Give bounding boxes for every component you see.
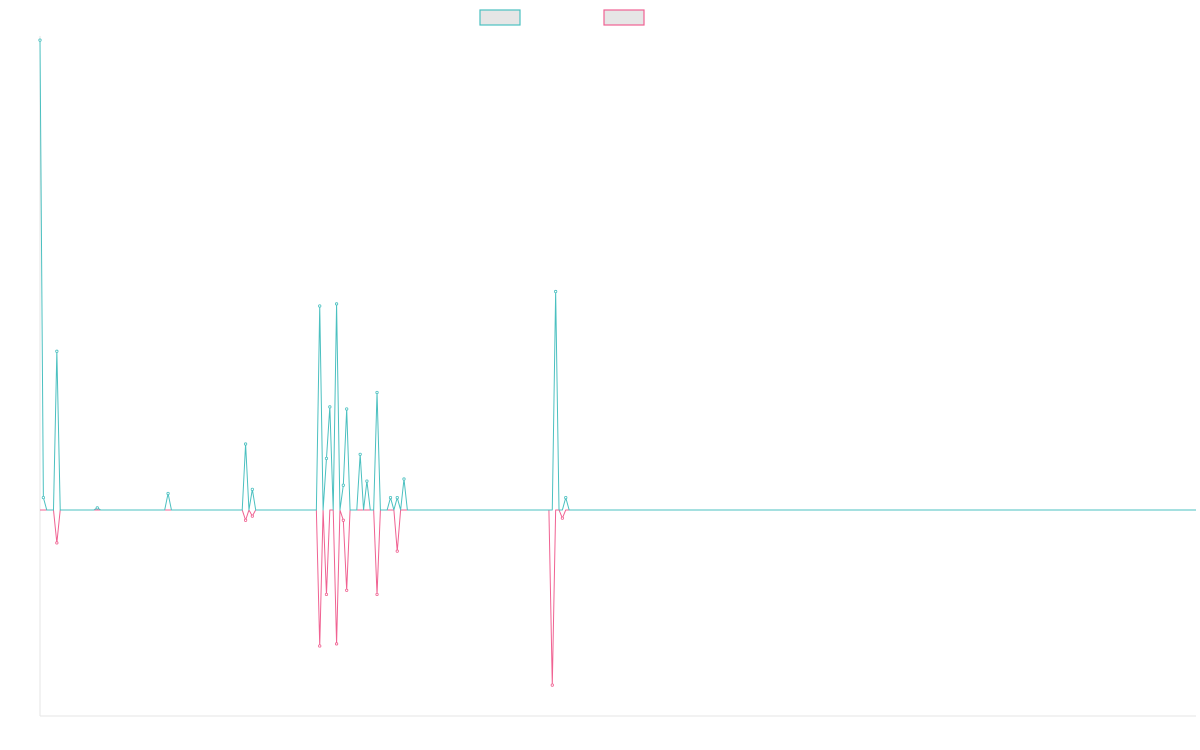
legend-swatch xyxy=(603,9,645,26)
series-1-point[interactable] xyxy=(554,289,558,294)
series-1-point[interactable] xyxy=(341,483,345,487)
legend[interactable] xyxy=(479,9,645,26)
series-1-point[interactable] xyxy=(38,38,42,42)
series-1-point[interactable] xyxy=(334,302,339,306)
series-1-point[interactable] xyxy=(375,390,379,395)
legend-item-2[interactable] xyxy=(603,9,645,26)
series-2-point[interactable] xyxy=(55,541,59,545)
series-2-point[interactable] xyxy=(375,592,379,597)
series-1-point[interactable] xyxy=(358,452,362,456)
series-2 xyxy=(40,509,1193,687)
series-1-point[interactable] xyxy=(328,405,332,409)
series-1-point[interactable] xyxy=(402,477,406,481)
series-1-point[interactable] xyxy=(243,442,248,446)
series-2-point[interactable] xyxy=(318,644,322,648)
series-2-point[interactable] xyxy=(550,683,554,687)
series-2-point[interactable] xyxy=(560,516,564,520)
series-2-point[interactable] xyxy=(395,549,399,553)
series-layer xyxy=(38,38,1196,687)
series-1-point[interactable] xyxy=(564,495,568,500)
series-2-point[interactable] xyxy=(250,514,254,518)
series-2-point[interactable] xyxy=(243,518,248,522)
legend-swatch xyxy=(479,9,521,26)
series-1-point[interactable] xyxy=(250,487,254,491)
series-1-point[interactable] xyxy=(324,456,329,461)
series-1-point[interactable] xyxy=(55,349,59,353)
series-1-point[interactable] xyxy=(95,506,99,510)
axes xyxy=(39,36,1196,717)
series-1-point[interactable] xyxy=(395,495,399,500)
series-1-point[interactable] xyxy=(388,495,393,500)
series-1-line xyxy=(39,40,1196,511)
series-2-point[interactable] xyxy=(345,588,349,592)
series-2-line xyxy=(40,509,1193,686)
series-2-point[interactable] xyxy=(334,642,339,646)
series-1-point[interactable] xyxy=(41,495,45,500)
series-2-point[interactable] xyxy=(341,518,345,522)
series-1-point[interactable] xyxy=(345,407,349,411)
series-1-point[interactable] xyxy=(166,491,170,496)
series-1-point[interactable] xyxy=(318,304,322,308)
series-1-point[interactable] xyxy=(365,479,369,483)
series-1 xyxy=(38,38,1196,511)
legend-item-1[interactable] xyxy=(479,9,521,26)
series-2-point[interactable] xyxy=(324,592,329,597)
